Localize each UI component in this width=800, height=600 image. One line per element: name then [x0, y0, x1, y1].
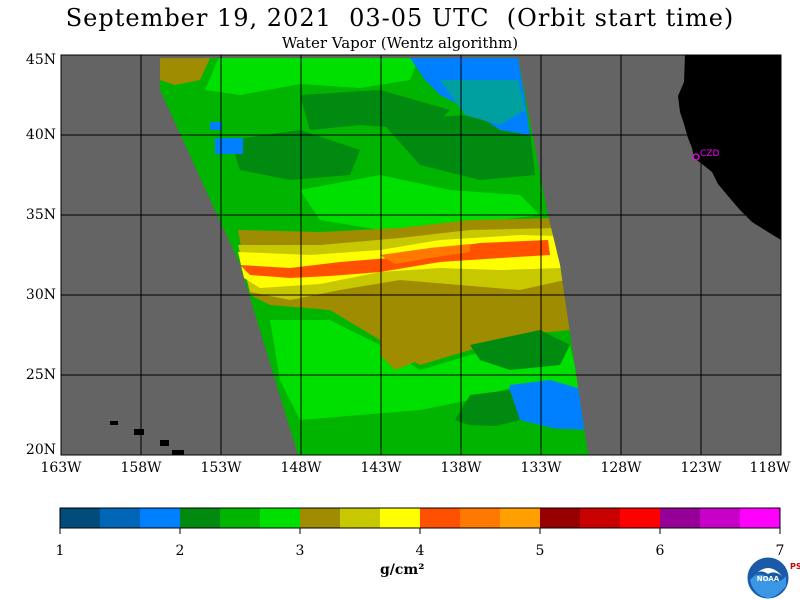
colorbar-swatch	[340, 508, 381, 528]
land-coast	[678, 55, 781, 240]
colorbar-swatch	[500, 508, 541, 528]
colorbar-swatch	[180, 508, 221, 528]
lat-label-45n: 45N	[25, 52, 56, 68]
lon-label-138w: 138W	[440, 460, 482, 476]
station-marker	[692, 153, 700, 161]
colorbar	[59, 508, 781, 534]
colorbar-tick-2: 2	[175, 543, 185, 559]
chart-title: September 19, 2021 03-05 UTC (Orbit star…	[65, 4, 735, 32]
logo-text: NOAA	[757, 575, 780, 583]
graticule	[61, 55, 781, 455]
lat-label-30n: 30N	[25, 287, 56, 303]
lat-label-20n: 20N	[25, 442, 56, 458]
map-frame	[60, 54, 782, 456]
colorbar-swatch	[60, 508, 101, 528]
hawaii-island	[110, 421, 118, 425]
lat-label-25n: 25N	[25, 367, 56, 383]
colorbar-tick-4: 4	[415, 543, 425, 559]
satellite-swath	[160, 58, 588, 455]
colorbar-tick-5: 5	[535, 543, 545, 559]
hawaii-island	[160, 440, 169, 446]
noaa-logo: NOAA	[746, 556, 790, 600]
colorbar-swatch	[700, 508, 741, 528]
colorbar-swatch	[380, 508, 421, 528]
colorbar-tick-6: 6	[655, 543, 665, 559]
colorbar-swatch	[420, 508, 461, 528]
colorbar-unit: g/cm²	[380, 562, 425, 578]
colorbar-swatch	[140, 508, 181, 528]
colorbar-swatch	[220, 508, 261, 528]
hawaii-island	[172, 450, 184, 455]
station-label: CZD	[700, 149, 719, 159]
lon-label-118w: 118W	[749, 460, 791, 476]
colorbar-frame	[59, 507, 781, 529]
colorbar-swatch	[580, 508, 621, 528]
lon-label-148w: 148W	[280, 460, 322, 476]
chart-subtitle: Water Vapor (Wentz algorithm)	[281, 34, 519, 52]
colorbar-swatch	[260, 508, 301, 528]
lat-label-35n: 35N	[25, 207, 56, 223]
lon-label-143w: 143W	[360, 460, 402, 476]
lon-label-163w: 163W	[40, 460, 82, 476]
lon-label-133w: 133W	[520, 460, 562, 476]
colorbar-swatch	[300, 508, 341, 528]
lon-label-123w: 123W	[680, 460, 722, 476]
lat-label-40n: 40N	[25, 127, 56, 143]
colorbar-swatch	[740, 508, 781, 528]
colorbar-swatch	[540, 508, 581, 528]
colorbar-swatch	[620, 508, 661, 528]
colorbar-tick-7: 7	[775, 543, 785, 559]
psl-text: PSL	[790, 562, 800, 571]
lon-label-158w: 158W	[120, 460, 162, 476]
colorbar-tick-3: 3	[295, 543, 305, 559]
hawaii-island	[134, 429, 144, 435]
colorbar-tick-1: 1	[55, 543, 65, 559]
lon-label-128w: 128W	[600, 460, 642, 476]
colorbar-swatch	[660, 508, 701, 528]
lon-label-153w: 153W	[200, 460, 242, 476]
colorbar-swatch	[460, 508, 501, 528]
colorbar-swatch	[100, 508, 141, 528]
